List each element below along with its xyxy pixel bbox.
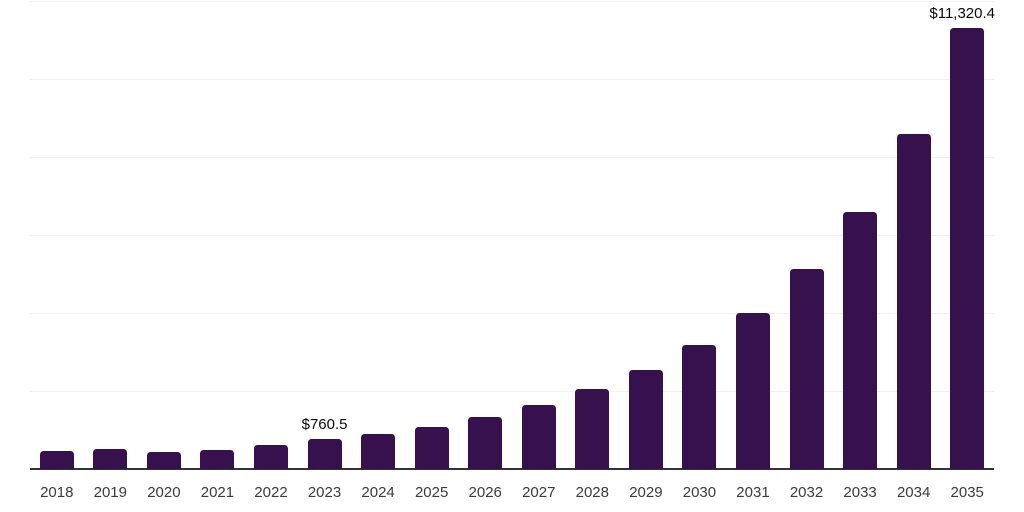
- bar-2028: [575, 389, 610, 469]
- x-axis-line: [30, 468, 994, 470]
- x-tick-label-2025: 2025: [414, 484, 449, 501]
- bar-2030: [682, 345, 717, 469]
- bar-2022: [254, 445, 288, 469]
- gridline: [30, 313, 994, 314]
- x-tick-label-2021: 2021: [200, 484, 235, 501]
- bar-2021: [200, 449, 235, 469]
- x-tick-label-2022: 2022: [254, 484, 288, 501]
- x-tick-label-2033: 2033: [843, 484, 877, 501]
- x-tick-label-2023: 2023: [307, 484, 342, 501]
- bar-2027: [521, 405, 556, 469]
- x-tick-label-2028: 2028: [575, 484, 609, 501]
- x-tick-label-2029: 2029: [629, 484, 663, 501]
- x-tick-label-2031: 2031: [736, 484, 770, 501]
- bar-2032: [789, 269, 824, 469]
- bar-2031: [736, 313, 770, 469]
- gridline: [30, 79, 994, 80]
- bar-2024: [361, 434, 396, 469]
- gridline: [30, 1, 994, 2]
- x-tick-label-2019: 2019: [93, 484, 127, 501]
- x-tick-label-2020: 2020: [147, 484, 181, 501]
- bar-2019: [93, 448, 128, 469]
- bar-2023: [307, 439, 342, 469]
- x-tick-label-2024: 2024: [361, 484, 395, 501]
- gridline: [30, 391, 994, 392]
- bar-2026: [468, 417, 503, 469]
- bar-2018: [39, 451, 74, 469]
- x-tick-label-2030: 2030: [682, 484, 717, 501]
- bar-2034: [896, 134, 931, 469]
- bar-2020: [146, 452, 181, 469]
- gridline: [30, 157, 994, 158]
- data-label-2035: $11,320.4: [929, 4, 995, 22]
- x-tick-label-2018: 2018: [40, 484, 74, 501]
- bar-2025: [414, 427, 449, 469]
- bar-2035: [950, 27, 985, 469]
- x-tick-label-2034: 2034: [896, 484, 931, 501]
- x-tick-label-2026: 2026: [468, 484, 502, 501]
- bar-2029: [628, 369, 663, 469]
- x-tick-label-2027: 2027: [522, 484, 556, 501]
- x-tick-label-2035: 2035: [950, 484, 984, 501]
- bar-2033: [843, 212, 878, 469]
- data-label-2023: $760.5: [301, 416, 348, 434]
- x-tick-label-2032: 2032: [789, 484, 824, 501]
- gridline: [30, 235, 994, 236]
